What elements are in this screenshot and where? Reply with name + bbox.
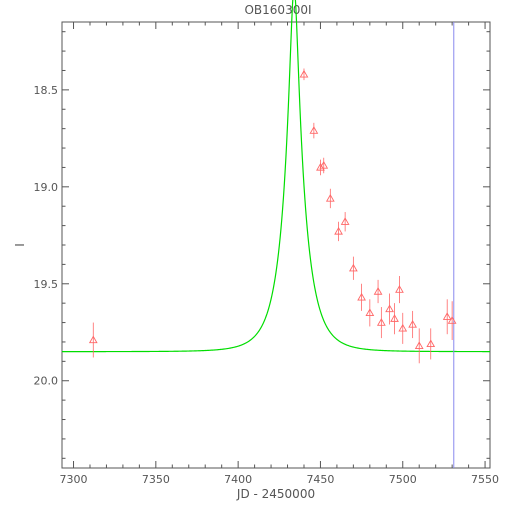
triangle-marker (319, 160, 329, 169)
data-point (365, 299, 375, 327)
data-point (414, 328, 424, 364)
triangle-marker (316, 162, 325, 171)
data-point (408, 310, 418, 339)
triangle-marker (442, 312, 452, 320)
data-point (373, 279, 383, 304)
x-tick-label: 7400 (224, 473, 252, 486)
axis-ticks (62, 22, 490, 468)
triangle-marker (376, 318, 386, 326)
triangle-marker (309, 126, 319, 134)
triangle-marker (426, 339, 436, 348)
y-tick-labels: 18.5 19.0 19.5 20.0 (34, 84, 59, 388)
y-tick-label: 19.5 (34, 278, 59, 291)
x-tick-labels: 7300 7350 7400 7450 7500 7550 (60, 473, 500, 486)
triangle-marker (357, 292, 366, 301)
triangle-marker (398, 323, 408, 332)
data-point (398, 312, 408, 344)
data-point (426, 328, 436, 360)
triangle-marker (299, 69, 309, 78)
data-point (340, 212, 350, 232)
triangle-marker (348, 263, 358, 272)
data-point (309, 122, 319, 139)
data-point (376, 307, 386, 339)
x-tick-label: 7500 (389, 473, 417, 486)
plot-frame (61, 21, 491, 469)
y-tick-label: 18.5 (34, 84, 59, 97)
triangle-marker (395, 285, 404, 293)
model-curve (62, 0, 490, 353)
x-tick-label: 7450 (306, 473, 334, 486)
chart-title: OB160300I (244, 3, 311, 17)
triangle-marker (373, 287, 383, 295)
data-point (395, 276, 404, 304)
triangle-marker (390, 314, 399, 322)
y-tick-label: 19.0 (34, 181, 59, 194)
data-point (390, 303, 399, 335)
triangle-marker (385, 304, 394, 313)
data-point (88, 322, 98, 358)
x-tick-label: 7300 (60, 473, 88, 486)
data-point (299, 68, 309, 81)
data-points (88, 68, 457, 364)
data-point (334, 221, 343, 242)
triangle-marker (340, 217, 350, 225)
triangle-marker (88, 335, 98, 344)
y-tick-label: 20.0 (34, 375, 59, 388)
triangle-marker (365, 308, 375, 317)
triangle-marker (408, 319, 418, 328)
triangle-marker (414, 341, 424, 349)
x-tick-label: 7550 (471, 473, 499, 486)
triangle-marker (447, 316, 457, 324)
data-point (385, 293, 394, 325)
data-point (348, 256, 358, 280)
data-point (357, 283, 366, 311)
data-point (319, 157, 329, 174)
triangle-marker (334, 226, 343, 235)
triangle-marker (325, 193, 335, 202)
data-point (325, 188, 335, 209)
data-point (447, 301, 457, 341)
x-axis-label: JD - 2450000 (236, 487, 315, 501)
y-axis-label: I (13, 243, 27, 247)
x-tick-label: 7350 (142, 473, 170, 486)
data-point (442, 299, 452, 335)
